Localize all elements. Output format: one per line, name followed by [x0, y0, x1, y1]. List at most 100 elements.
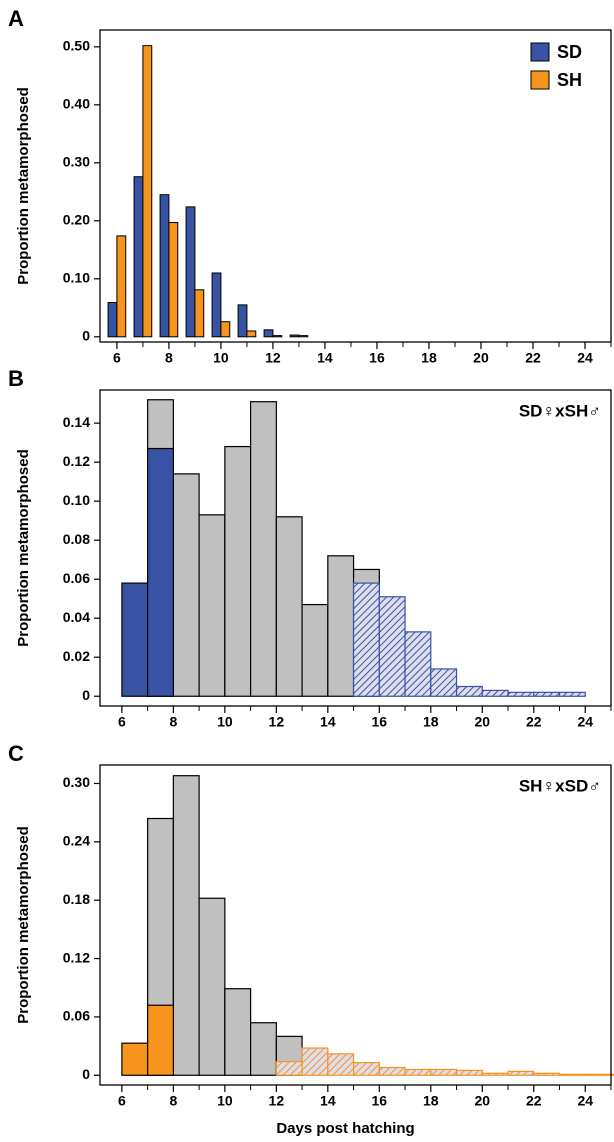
y-tick-label: 0.18: [63, 891, 90, 907]
legend-label: SH: [557, 70, 582, 90]
bar: [275, 1061, 303, 1076]
plot-frame: [99, 389, 612, 707]
x-tick-label: 6: [118, 1093, 126, 1109]
y-tick-label: 0.10: [63, 492, 90, 508]
bar: [159, 194, 170, 338]
bar: [378, 1066, 406, 1076]
bar: [481, 1072, 509, 1076]
bar: [558, 691, 586, 697]
bar: [107, 302, 118, 338]
y-tick-label: 0.02: [63, 648, 90, 664]
annotation: SD♀xSH♂: [519, 401, 601, 420]
x-tick-label: 14: [320, 714, 336, 730]
y-tick-label: 0.14: [63, 414, 90, 430]
bar: [198, 514, 226, 697]
y-tick-label: 0.10: [63, 269, 90, 285]
bar: [327, 555, 355, 697]
bar: [301, 603, 329, 697]
plot-frame: [99, 764, 612, 1086]
y-tick-label: 0.40: [63, 96, 90, 112]
x-tick-label: 20: [474, 1093, 490, 1109]
bar: [224, 445, 252, 697]
panel-label: C: [8, 741, 24, 766]
bar: [455, 1069, 483, 1076]
x-tick-label: 10: [213, 350, 229, 366]
x-tick-label: 10: [217, 1093, 233, 1109]
x-tick-label: 24: [577, 350, 593, 366]
bar: [246, 330, 257, 338]
bar: [121, 582, 149, 697]
bar: [172, 775, 200, 1076]
bar: [352, 1062, 380, 1076]
y-tick-label: 0.04: [63, 609, 90, 625]
x-tick-label: 20: [473, 350, 489, 366]
x-tick-label: 8: [169, 1093, 177, 1109]
x-tick-label: 22: [525, 350, 541, 366]
bar: [147, 1004, 174, 1076]
bar: [378, 596, 406, 697]
plot-frame: [99, 29, 612, 343]
bar: [455, 685, 483, 697]
bar: [533, 691, 561, 697]
bar: [481, 689, 509, 697]
bar: [584, 1073, 612, 1076]
y-tick-label: 0: [82, 327, 90, 343]
x-tick-label: 6: [118, 714, 126, 730]
bar: [352, 582, 380, 697]
bar: [211, 272, 222, 338]
x-tick-label: 24: [577, 1093, 593, 1109]
x-tick-label: 12: [265, 350, 281, 366]
x-tick-label: 24: [577, 714, 593, 730]
bar: [249, 1022, 277, 1076]
x-tick-label: 16: [372, 714, 388, 730]
bar: [272, 335, 283, 338]
y-axis-label: Proportion metamorphosed: [15, 826, 32, 1024]
bar: [301, 1047, 329, 1076]
y-tick-label: 0.08: [63, 531, 90, 547]
bar: [198, 897, 226, 1076]
x-axis-label: Days post hatching: [276, 1120, 414, 1137]
bar: [327, 1053, 355, 1076]
y-axis-label: Proportion metamorphosed: [15, 87, 32, 285]
y-tick-label: 0.12: [63, 949, 90, 965]
bar: [430, 1068, 458, 1076]
y-tick-label: 0.30: [63, 774, 90, 790]
panel-label: A: [8, 6, 24, 31]
x-tick-label: 16: [369, 350, 385, 366]
bar: [298, 335, 309, 338]
bar: [507, 691, 535, 697]
bar: [558, 1073, 586, 1076]
panel-label: B: [8, 366, 24, 391]
x-tick-label: 18: [423, 1093, 439, 1109]
x-tick-label: 14: [317, 350, 333, 366]
bar: [220, 321, 231, 338]
bar: [194, 289, 205, 338]
x-tick-label: 8: [165, 350, 173, 366]
annotation: SH♀xSD♂: [519, 776, 601, 795]
y-axis-label: Proportion metamorphosed: [15, 449, 32, 647]
bar: [116, 235, 127, 338]
x-tick-label: 12: [269, 1093, 285, 1109]
bar: [430, 668, 458, 697]
x-tick-label: 14: [320, 1093, 336, 1109]
y-tick-label: 0.20: [63, 211, 90, 227]
bar: [168, 222, 179, 338]
bar: [237, 304, 248, 338]
y-tick-label: 0.06: [63, 570, 90, 586]
bar: [142, 45, 153, 338]
y-tick-label: 0.06: [63, 1008, 90, 1024]
bar: [224, 988, 252, 1076]
x-tick-label: 18: [421, 350, 437, 366]
bar: [185, 206, 196, 338]
y-tick-label: 0: [82, 687, 90, 703]
bar: [533, 1072, 561, 1076]
y-tick-label: 0.24: [63, 833, 90, 849]
bar: [404, 1068, 432, 1076]
bar: [133, 176, 144, 338]
bar: [404, 631, 432, 697]
bar: [172, 473, 200, 697]
x-tick-label: 10: [217, 714, 233, 730]
bar: [289, 334, 300, 338]
